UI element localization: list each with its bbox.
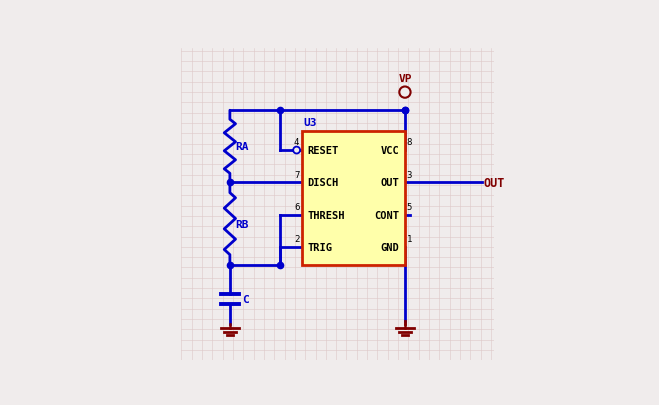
Text: THRESH: THRESH (307, 210, 345, 220)
Text: 6: 6 (294, 202, 299, 211)
Text: 2: 2 (294, 234, 299, 243)
Text: 3: 3 (407, 170, 412, 179)
Text: RB: RB (235, 219, 249, 229)
Text: 1: 1 (407, 234, 412, 243)
Text: 4: 4 (294, 138, 299, 147)
Text: GND: GND (381, 242, 399, 252)
Text: CONT: CONT (374, 210, 399, 220)
Text: OUT: OUT (483, 177, 505, 190)
Circle shape (399, 87, 411, 98)
Text: DISCH: DISCH (307, 178, 339, 188)
Text: RESET: RESET (307, 146, 339, 156)
Circle shape (293, 147, 300, 154)
Text: 7: 7 (294, 170, 299, 179)
Bar (302, 131, 405, 265)
Text: C: C (242, 295, 248, 305)
Text: 5: 5 (407, 202, 412, 211)
Text: RA: RA (235, 142, 249, 152)
Text: OUT: OUT (381, 178, 399, 188)
Text: VCC: VCC (381, 146, 399, 156)
Text: U3: U3 (303, 117, 317, 128)
Text: 8: 8 (407, 138, 412, 147)
Text: VP: VP (398, 74, 412, 83)
Text: TRIG: TRIG (307, 242, 332, 252)
